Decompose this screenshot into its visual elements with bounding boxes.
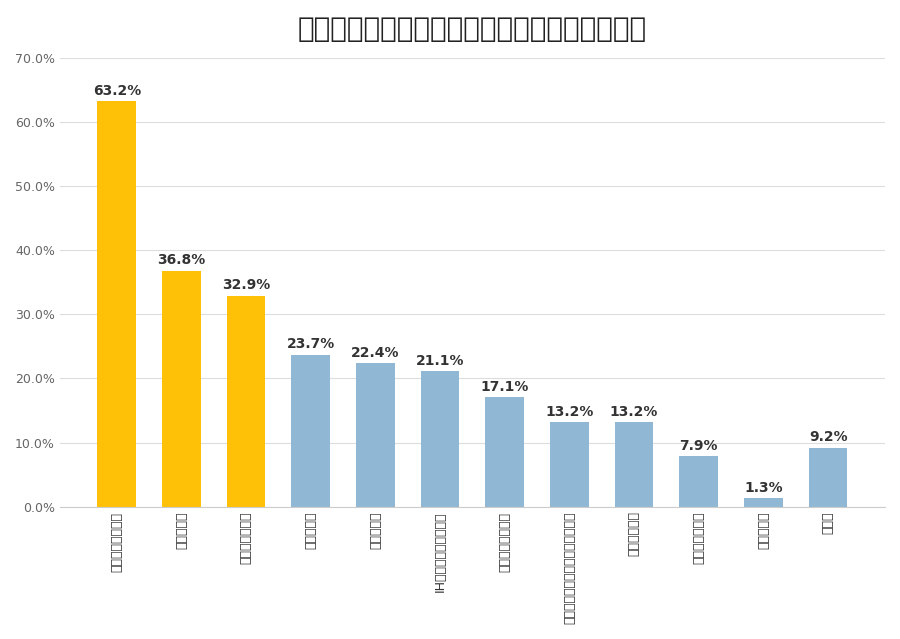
Bar xyxy=(680,456,718,507)
Text: 17.1%: 17.1% xyxy=(481,380,529,394)
Bar xyxy=(356,363,395,507)
Bar xyxy=(162,271,201,507)
Bar xyxy=(420,371,460,507)
Bar xyxy=(809,448,848,507)
Text: 7.9%: 7.9% xyxy=(680,439,718,453)
Text: 32.9%: 32.9% xyxy=(222,279,270,293)
Bar xyxy=(485,397,524,507)
Bar xyxy=(744,498,783,507)
Text: 13.2%: 13.2% xyxy=(545,404,594,419)
Text: 21.1%: 21.1% xyxy=(416,354,464,368)
Text: 1.3%: 1.3% xyxy=(744,481,783,495)
Bar xyxy=(615,422,653,507)
Bar xyxy=(227,296,266,507)
Bar xyxy=(97,102,136,507)
Bar xyxy=(550,422,589,507)
Text: 9.2%: 9.2% xyxy=(809,431,848,445)
Text: 22.4%: 22.4% xyxy=(351,346,400,360)
Bar xyxy=(292,355,330,507)
Text: 23.7%: 23.7% xyxy=(286,337,335,351)
Text: 36.8%: 36.8% xyxy=(158,254,205,268)
Title: 【一戸建て】水回りにつけてよかった住宅設備: 【一戸建て】水回りにつけてよかった住宅設備 xyxy=(298,15,647,43)
Text: 13.2%: 13.2% xyxy=(610,404,658,419)
Text: 63.2%: 63.2% xyxy=(93,84,141,98)
